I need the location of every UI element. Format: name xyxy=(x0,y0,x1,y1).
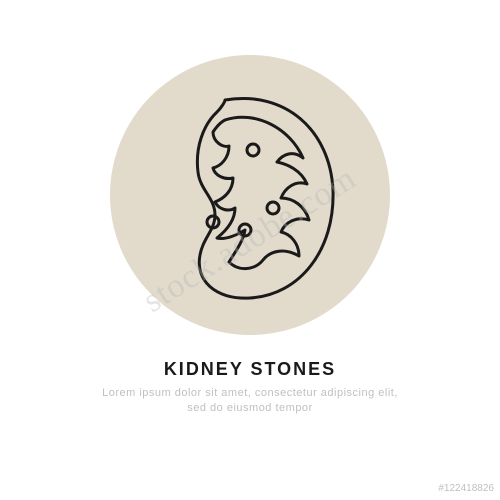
stock-id: #122418826 xyxy=(438,483,494,494)
kidney-stones-icon xyxy=(155,80,345,310)
icon-background-circle xyxy=(110,55,390,335)
infographic-card: KIDNEY STONES Lorem ipsum dolor sit amet… xyxy=(0,0,500,500)
title-text: KIDNEY STONES xyxy=(164,359,336,380)
subtitle-text: Lorem ipsum dolor sit amet, consectetur … xyxy=(100,386,400,417)
